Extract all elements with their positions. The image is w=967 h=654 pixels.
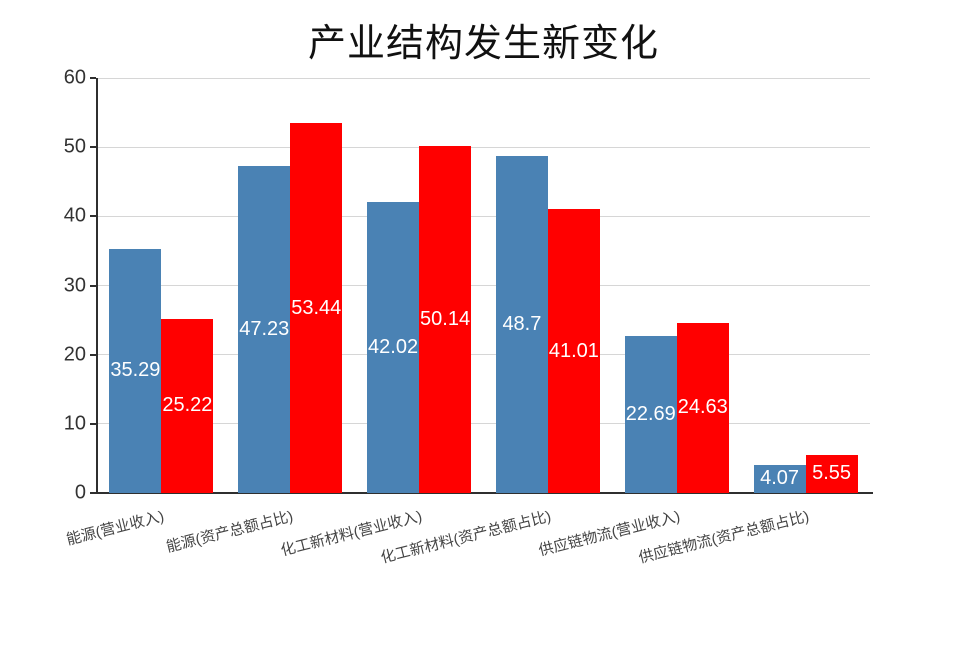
y-axis-tick-mark (90, 77, 96, 79)
bar-blue-2: 42.02 (367, 202, 420, 493)
bar-blue-1: 47.23 (238, 166, 291, 493)
y-axis-tick-label: 10 (63, 412, 86, 435)
x-axis-tick-label: 能源(资产总额占比) (164, 507, 296, 556)
chart-title: 产业结构发生新变化 (307, 23, 659, 65)
bar-value-label: 42.02 (368, 336, 419, 359)
bar-red-3: 41.01 (547, 209, 600, 493)
bar-blue-0: 35.29 (109, 248, 162, 493)
y-axis-tick-mark (90, 353, 96, 356)
y-axis-tick-mark (90, 422, 96, 425)
bar-red-1: 53.44 (290, 123, 343, 493)
bar-red-2: 50.14 (419, 146, 472, 493)
x-axis-tick-label: 能源(营业收入) (65, 507, 167, 549)
y-axis-tick-label: 20 (63, 343, 86, 366)
bar-value-label: 48.7 (502, 313, 542, 336)
y-axis-tick-label: 0 (74, 481, 86, 504)
bar-value-label: 25.22 (162, 394, 213, 417)
gridline-y-10 (97, 423, 870, 425)
bar-value-label: 35.29 (110, 359, 161, 382)
y-axis-tick-label: 40 (63, 204, 86, 227)
y-axis-tick-mark (90, 146, 96, 149)
gridline-y-50 (97, 146, 870, 148)
bar-value-label: 53.44 (291, 296, 342, 319)
bar-blue-4: 22.69 (624, 336, 677, 493)
bar-red-5: 5.55 (805, 454, 858, 493)
bar-value-label: 41.01 (548, 339, 599, 362)
gridline-y-20 (97, 354, 870, 356)
y-axis-tick-mark (90, 492, 96, 494)
y-axis-tick-label: 60 (63, 66, 86, 89)
bar-blue-3: 48.7 (495, 156, 548, 493)
bar-red-0: 25.22 (161, 318, 214, 493)
y-axis-tick-label: 50 (63, 135, 86, 158)
y-axis-tick-mark (90, 215, 96, 218)
x-axis-line (96, 492, 873, 494)
gridline-y-60 (97, 77, 870, 79)
y-axis-line (96, 78, 98, 493)
y-axis-tick-mark (90, 284, 96, 287)
bar-value-label: 24.63 (677, 396, 728, 419)
bar-value-label: 50.14 (420, 308, 471, 331)
bar-value-label: 47.23 (239, 318, 290, 341)
bar-value-label: 5.55 (812, 462, 852, 485)
gridline-y-40 (97, 215, 870, 217)
gridline-y-30 (97, 285, 870, 286)
bar-value-label: 4.07 (760, 467, 800, 490)
bar-value-label: 22.69 (625, 403, 676, 426)
y-axis-tick-label: 30 (63, 274, 86, 296)
bar-blue-5: 4.07 (753, 464, 806, 493)
bar-red-4: 24.63 (676, 322, 729, 493)
